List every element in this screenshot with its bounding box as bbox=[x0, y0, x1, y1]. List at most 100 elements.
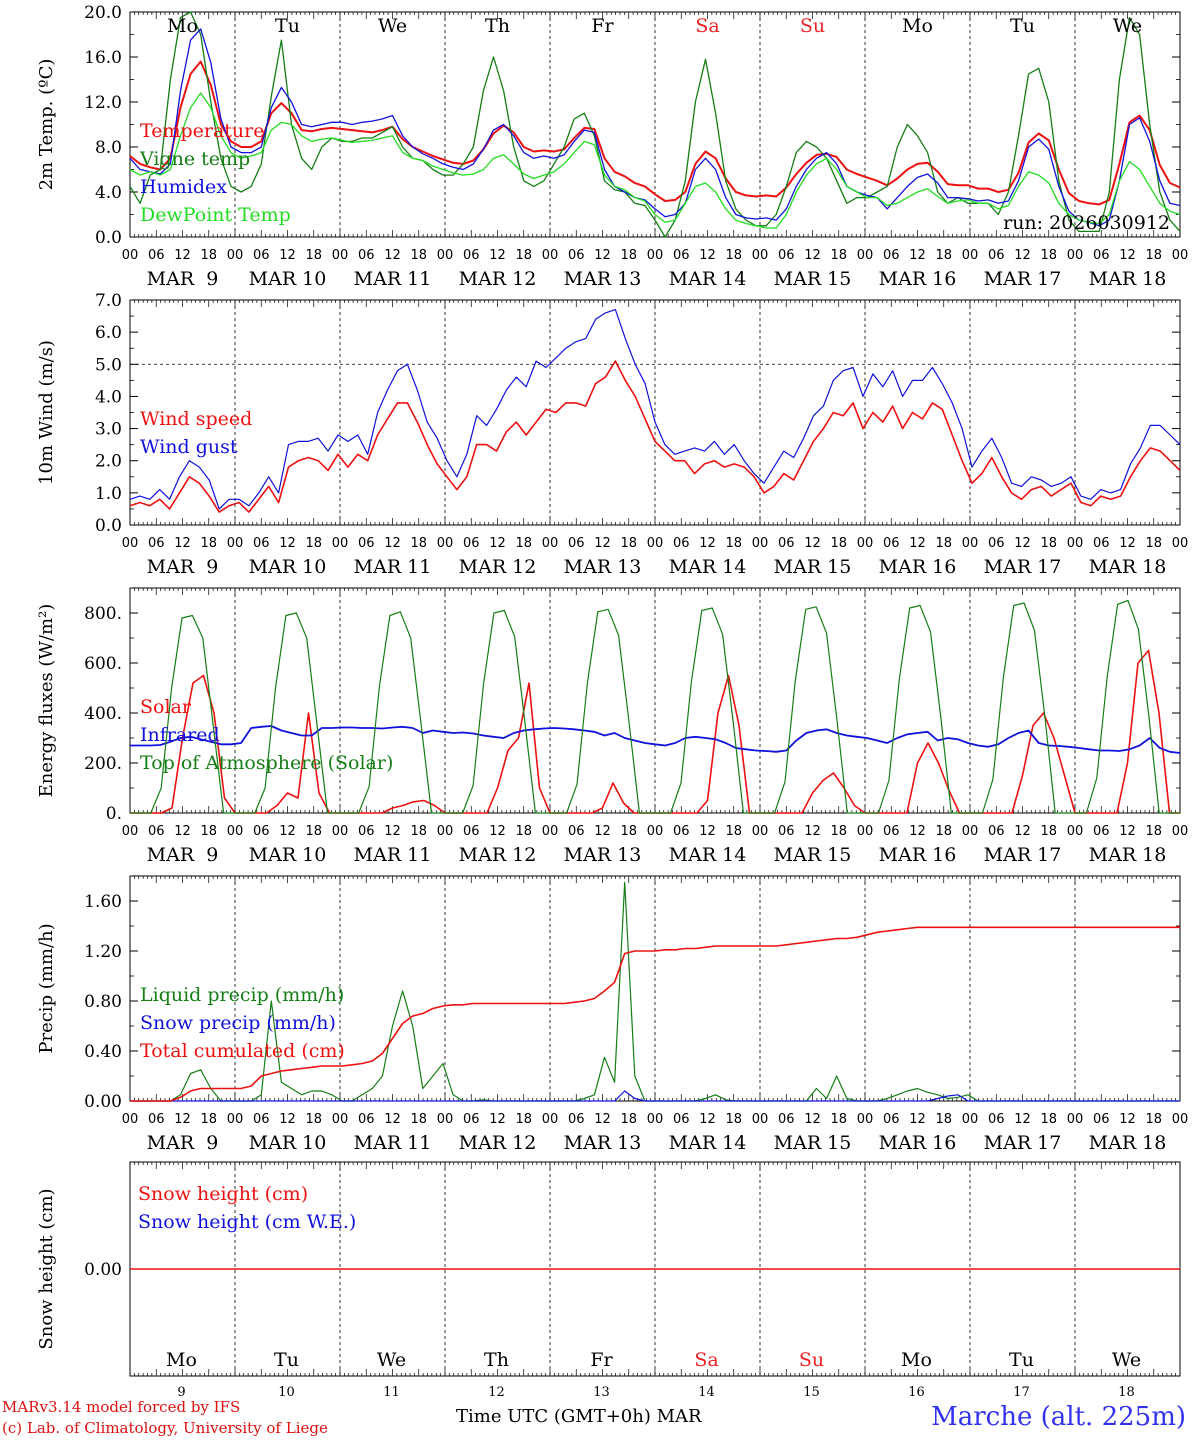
hour-label: 12 bbox=[174, 536, 191, 551]
hour-label: 00 bbox=[962, 248, 979, 263]
hour-label: 00 bbox=[962, 824, 979, 839]
hour-label: 18 bbox=[515, 536, 532, 551]
hour-label: 00 bbox=[437, 1112, 454, 1127]
hour-label: 18 bbox=[830, 824, 847, 839]
hour-label: 12 bbox=[384, 824, 401, 839]
date-label: MAR 13 bbox=[564, 844, 642, 866]
series-line-temperature bbox=[129, 60, 1181, 206]
date-label: MAR 16 bbox=[879, 268, 957, 290]
hour-label: 18 bbox=[1145, 248, 1162, 263]
date-label: MAR 13 bbox=[564, 1132, 642, 1154]
y-axis-label: 10m Wind (m/s) bbox=[36, 340, 57, 485]
hour-label: 18 bbox=[515, 1112, 532, 1127]
y-tick-label: 16.0 bbox=[84, 48, 122, 68]
hour-label: 12 bbox=[174, 824, 191, 839]
hour-label: 18 bbox=[410, 824, 427, 839]
hour-label: 12 bbox=[804, 536, 821, 551]
hour-label: 18 bbox=[725, 824, 742, 839]
hour-label: 18 bbox=[1145, 824, 1162, 839]
weekday-label: Su bbox=[800, 15, 825, 37]
hour-label: 00 bbox=[1067, 824, 1084, 839]
date-label: MAR 10 bbox=[249, 1132, 327, 1154]
weekday-label: Mo bbox=[902, 15, 933, 37]
y-tick-label: 0.0 bbox=[95, 516, 122, 536]
legend-entry: Snow height (cm) bbox=[138, 1183, 308, 1205]
y-tick-label: 4.0 bbox=[95, 387, 122, 407]
plot-frame bbox=[129, 587, 1181, 814]
hour-label: 00 bbox=[1172, 824, 1189, 839]
hour-label: 00 bbox=[227, 1112, 244, 1127]
hour-label: 06 bbox=[358, 1112, 375, 1127]
hour-label: 06 bbox=[463, 1112, 480, 1127]
hour-label: 12 bbox=[699, 1112, 716, 1127]
y-tick-label: 400. bbox=[84, 704, 122, 724]
legend-entry: Vigne temp bbox=[139, 148, 250, 170]
hour-label: 00 bbox=[647, 536, 664, 551]
hour-label: 12 bbox=[909, 1112, 926, 1127]
hour-label: 00 bbox=[332, 1112, 349, 1127]
date-label: MAR 18 bbox=[1089, 556, 1167, 578]
series-line-vigne-temp bbox=[129, 11, 1181, 238]
hour-label: 06 bbox=[673, 536, 690, 551]
hour-label: 12 bbox=[174, 1112, 191, 1127]
hour-label: 12 bbox=[909, 824, 926, 839]
lab-credit: (c) Lab. of Climatology, University of L… bbox=[2, 1419, 328, 1437]
y-axis-label: Energy fluxes (W/m²) bbox=[36, 604, 57, 798]
hour-label: 18 bbox=[410, 248, 427, 263]
legend-entry: Humidex bbox=[140, 176, 227, 198]
hour-label: 18 bbox=[725, 536, 742, 551]
hour-label: 00 bbox=[752, 1112, 769, 1127]
hour-label: 18 bbox=[200, 536, 217, 551]
series-line-dewpoint-temp bbox=[129, 92, 1181, 229]
weekday-label: Sa bbox=[695, 15, 719, 37]
hour-label: 12 bbox=[384, 248, 401, 263]
weekday-label-bottom: Su bbox=[799, 1349, 824, 1371]
date-label: MAR 18 bbox=[1089, 1132, 1167, 1154]
y-tick-label: 600. bbox=[84, 654, 122, 674]
hour-label: 06 bbox=[673, 824, 690, 839]
hour-label: 18 bbox=[305, 1112, 322, 1127]
hour-label: 06 bbox=[778, 248, 795, 263]
hour-label: 06 bbox=[883, 248, 900, 263]
y-tick-label: 200. bbox=[84, 754, 122, 774]
legend-entry: Snow precip (mm/h) bbox=[140, 1012, 336, 1034]
date-label: MAR 11 bbox=[354, 268, 432, 290]
hour-label: 12 bbox=[279, 248, 296, 263]
hour-label: 18 bbox=[1040, 248, 1057, 263]
y-tick-label: 1.0 bbox=[95, 484, 122, 504]
hour-label: 12 bbox=[279, 536, 296, 551]
hour-label: 12 bbox=[594, 536, 611, 551]
weekday-label: Mo bbox=[167, 15, 198, 37]
hour-label: 12 bbox=[804, 1112, 821, 1127]
date-label: MAR 17 bbox=[984, 556, 1062, 578]
legend-entry: Liquid precip (mm/h) bbox=[140, 984, 344, 1006]
y-tick-label: 0.00 bbox=[84, 1260, 122, 1280]
hour-label: 00 bbox=[122, 824, 139, 839]
hour-label: 00 bbox=[1172, 248, 1189, 263]
date-label: MAR 12 bbox=[459, 268, 537, 290]
weekday-label: We bbox=[1113, 15, 1142, 37]
hour-label: 06 bbox=[463, 536, 480, 551]
hour-label: 12 bbox=[1119, 824, 1136, 839]
hour-label: 00 bbox=[647, 1112, 664, 1127]
hour-label: 06 bbox=[883, 824, 900, 839]
date-label: MAR 11 bbox=[354, 844, 432, 866]
hour-label: 18 bbox=[935, 536, 952, 551]
hour-label: 18 bbox=[305, 536, 322, 551]
hour-label: 12 bbox=[909, 536, 926, 551]
weekday-label: Tu bbox=[1010, 15, 1035, 37]
legend-entry: Wind speed bbox=[140, 408, 252, 430]
day-number: 11 bbox=[383, 1385, 400, 1400]
hour-label: 00 bbox=[857, 536, 874, 551]
hour-label: 06 bbox=[988, 536, 1005, 551]
hour-label: 12 bbox=[279, 1112, 296, 1127]
date-label: MAR 13 bbox=[564, 268, 642, 290]
hour-label: 18 bbox=[935, 1112, 952, 1127]
hour-label: 12 bbox=[1119, 248, 1136, 263]
hour-label: 06 bbox=[358, 824, 375, 839]
hour-label: 00 bbox=[227, 536, 244, 551]
hour-label: 06 bbox=[253, 824, 270, 839]
y-tick-label: 8.0 bbox=[95, 138, 122, 158]
hour-label: 18 bbox=[305, 248, 322, 263]
hour-label: 06 bbox=[1093, 824, 1110, 839]
